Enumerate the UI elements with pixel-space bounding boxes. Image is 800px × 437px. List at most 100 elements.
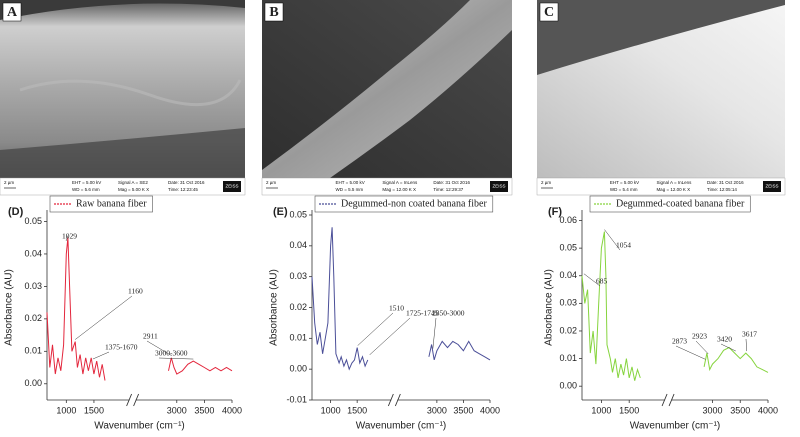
- legend-box: [49, 195, 153, 213]
- annotation-pointer: [675, 345, 706, 360]
- y-tick-label: 0.00: [24, 378, 42, 388]
- mag: Mag = 5.00 K X: [118, 187, 149, 192]
- annotation: 1375-1670: [105, 343, 138, 352]
- y-tick-label: 0.04: [559, 270, 577, 280]
- x-tick-label: 1500: [619, 405, 639, 415]
- x-axis-label: Wavenumber (cm⁻¹): [356, 421, 446, 432]
- eht: EHT = 5.00 kV: [72, 180, 101, 185]
- x-tick-label: 3500: [730, 405, 750, 415]
- x-tick-label: 4000: [758, 405, 778, 415]
- panel-letter: B: [269, 5, 278, 20]
- x-axis-label: Wavenumber (cm⁻¹): [630, 421, 720, 432]
- time: Time: 12:23:45: [168, 187, 198, 192]
- annotation-pointer: [432, 317, 437, 349]
- annotation: 1725-1745: [406, 309, 439, 318]
- panel-title: (D): [8, 206, 24, 218]
- x-tick-label: 1500: [84, 405, 104, 415]
- scale-label: 2 µm: [541, 180, 551, 185]
- x-tick-label: 3500: [194, 405, 214, 415]
- wd: WD = 5.6 mm: [72, 187, 100, 192]
- scale-label: 2 µm: [4, 180, 14, 185]
- panel-letter-box: [2, 2, 22, 22]
- sem-image-c: [537, 0, 785, 178]
- annotation: 685: [596, 277, 608, 286]
- date: Date: 31 Oct 2016: [168, 180, 205, 185]
- annotation: 2923: [692, 332, 707, 341]
- axis-break-gap: [391, 394, 398, 406]
- y-tick-label: 0.02: [24, 313, 42, 323]
- time: Time: 12:29:37: [433, 187, 463, 192]
- date: Date: 31 Oct 2016: [707, 180, 744, 185]
- y-tick-label: 0.03: [559, 298, 577, 308]
- info-bar: [0, 177, 246, 196]
- brand-box: [763, 181, 781, 192]
- x-tick-label: 4000: [222, 405, 242, 415]
- eht: EHT = 5.00 kV: [335, 180, 364, 185]
- annotation-pointer: [745, 338, 747, 352]
- date: Date: 31 Oct 2016: [433, 180, 470, 185]
- y-tick-label: -0.01: [286, 394, 307, 404]
- brand-box: [490, 181, 508, 192]
- x-tick-label: 3500: [453, 405, 473, 415]
- annotation-pointer: [92, 351, 110, 360]
- y-tick-label: 0.02: [289, 302, 307, 312]
- annotation: 3420: [717, 335, 732, 344]
- y-tick-label: 0.00: [289, 364, 307, 374]
- y-tick-label: 0.01: [559, 353, 577, 363]
- panel-letter-box: [539, 2, 559, 22]
- sem-panels: A 2 µm EHT = 5.00 kV WD = 5.6 mm Signal A = …: [0, 2, 786, 196]
- sem-image-b: [262, 0, 512, 178]
- x-tick-label: 1000: [321, 405, 341, 415]
- panel-letter-box: [264, 2, 284, 22]
- x-tick-label: 3000: [702, 405, 722, 415]
- info-bar: [536, 177, 786, 196]
- y-tick-label: 0.05: [559, 243, 577, 253]
- spectrum-line: [311, 227, 369, 371]
- annotation: 1510: [389, 304, 404, 313]
- y-axis-label: Absorbance (AU): [544, 269, 555, 346]
- spectrum-line: [46, 237, 106, 381]
- x-tick-label: 4000: [480, 405, 500, 415]
- legend-label: Raw banana fiber: [76, 198, 147, 209]
- annotation: 1160: [128, 287, 143, 296]
- spectrum-line: [581, 231, 641, 381]
- legend-label: Degummed-non coated banana fiber: [341, 198, 487, 209]
- panel-title: (F): [548, 206, 562, 218]
- panel-letter: A: [7, 5, 18, 20]
- eht: EHT = 5.00 kV: [610, 180, 639, 185]
- x-tick-label: 1000: [56, 405, 76, 415]
- charts: (D) 0.00 0.01 0.02 0.03 0.04 0.05 1000 1500 3000 3…: [4, 195, 778, 432]
- y-tick-label: 0.06: [559, 215, 577, 225]
- spectrum-line: [168, 357, 233, 375]
- annotation: 2873: [672, 337, 687, 346]
- annotation: 1029: [62, 232, 77, 241]
- mag: Mag = 12.00 K X: [656, 187, 690, 192]
- y-tick-label: 0.03: [289, 271, 307, 281]
- annotation-pointer: [65, 235, 69, 242]
- y-tick-label: 0.02: [559, 325, 577, 335]
- chart: (F) 0.00 0.01 0.02 0.03 0.04 0.05 0.06 1000 1500 3…: [544, 195, 778, 432]
- time: Time: 12:05:14: [707, 187, 737, 192]
- y-tick-label: 0.03: [24, 281, 42, 291]
- annotation: 2850-3000: [432, 309, 465, 318]
- wd: WD = 5.5 mm: [335, 187, 363, 192]
- annotation: 2911: [143, 332, 158, 341]
- brand-box: [223, 181, 241, 192]
- y-tick-label: 0.01: [289, 333, 307, 343]
- y-tick-label: 0.00: [559, 381, 577, 391]
- brand: ZEISS: [765, 184, 778, 189]
- signal: Signal A = SE2: [118, 180, 148, 185]
- chart: (D) 0.00 0.01 0.02 0.03 0.04 0.05 1000 1500 3000 3…: [4, 195, 242, 432]
- axis-break: [661, 393, 675, 407]
- signal: Signal A = InLens: [382, 180, 418, 185]
- legend-box: [589, 195, 751, 213]
- axis-break: [387, 393, 401, 407]
- wd: WD = 5.4 mm: [610, 187, 638, 192]
- annotation-pointer: [695, 340, 709, 354]
- annotation: 3000-3600: [155, 349, 188, 358]
- y-axis-label: Absorbance (AU): [269, 269, 280, 346]
- y-tick-label: 0.04: [24, 248, 42, 258]
- annotation-pointer: [369, 317, 411, 356]
- axis-break-gap: [665, 394, 672, 406]
- brand: ZEISS: [225, 184, 238, 189]
